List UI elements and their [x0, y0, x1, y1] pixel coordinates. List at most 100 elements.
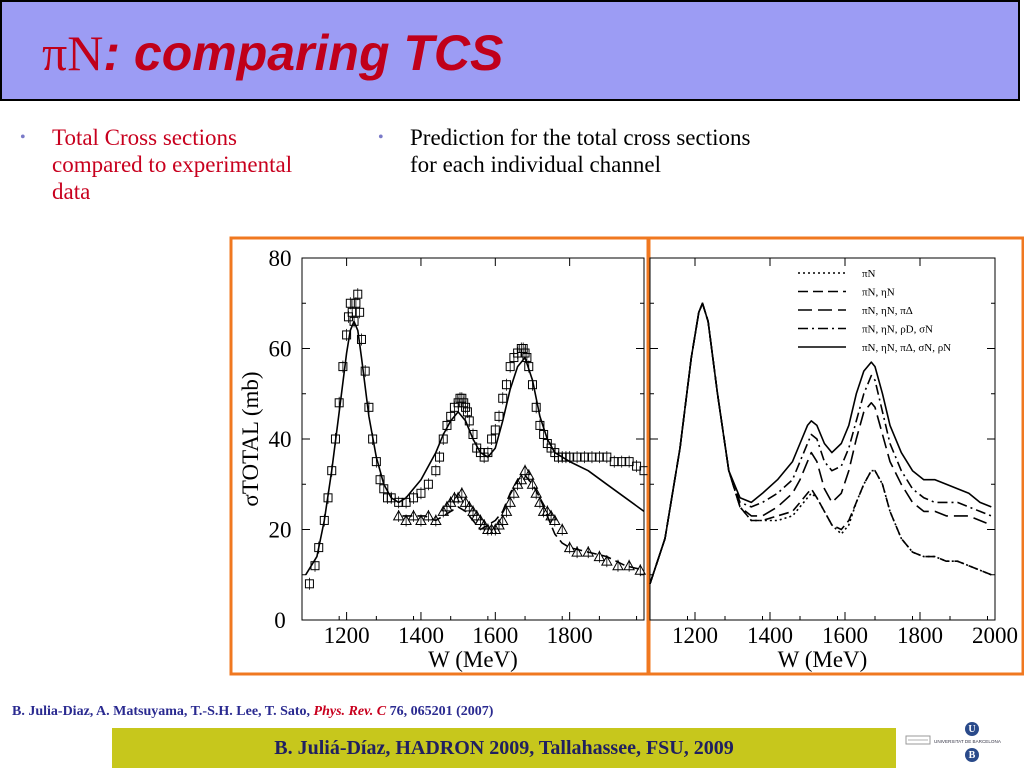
left-data-point-square	[442, 420, 452, 430]
left-data-point-square	[304, 579, 314, 589]
right-x-tick-label: 1200	[672, 623, 718, 648]
right-x-tick-label: 2000	[972, 623, 1018, 648]
bullet-dot: •	[20, 129, 26, 146]
left-data-point-square	[435, 452, 445, 462]
left-data-point-square	[394, 497, 404, 507]
left-data-point-triangle	[478, 518, 491, 530]
left-data-point-triangle	[556, 523, 569, 534]
left-data-point-square	[602, 452, 612, 462]
left-data-point-triangle	[634, 564, 647, 575]
left-data-point-square	[349, 316, 359, 326]
left-chart: 1200 1400 1600 1800 W (MeV) 0 20 40 60 80 σTOTAL (…	[229, 236, 650, 676]
left-data-point-square	[531, 402, 541, 412]
left-data-point-square	[356, 334, 366, 344]
left-series-line-0	[305, 320, 645, 576]
left-data-point-square	[539, 429, 549, 439]
left-data-point-triangle	[467, 505, 479, 516]
logo-graphic: UNIVERSITAT DE BARCELONA U B	[905, 722, 1002, 762]
left-data-point-triangle	[459, 496, 472, 507]
right-chart: 1200 1400 1600 1800 2000 W (MeV) πN πN, ηN πN, η…	[647, 236, 1024, 676]
left-data-point-square	[386, 493, 396, 503]
left-y-tick-label: 60	[269, 337, 292, 362]
university-logo: UNIVERSITAT DE BARCELONA U B	[904, 720, 1018, 764]
logo-letter-u: U	[968, 724, 975, 735]
left-data-point-triangle	[474, 514, 487, 525]
left-data-point-triangle	[526, 478, 539, 489]
left-data-point-square	[587, 452, 597, 462]
left-x-tick-label: 1800	[547, 623, 593, 648]
right-legend-label: πN, ηN, πΔ, σN, ρN	[862, 342, 951, 354]
left-data-point-square	[501, 380, 511, 390]
right-legend-label: πN, ηN, πΔ	[862, 305, 913, 317]
right-series-line-4	[649, 302, 992, 585]
left-data-point-square	[416, 488, 426, 498]
citation-authors: B. Julia-Diaz, A. Matsuyama, T.-S.H. Lee…	[12, 704, 314, 719]
slide-title: πN: comparing TCS	[42, 24, 503, 82]
left-data-point-square	[632, 461, 642, 471]
left-data-point-triangle	[530, 487, 543, 498]
left-data-point-triangle	[496, 514, 509, 525]
left-data-point-triangle	[500, 505, 513, 516]
title-text: : comparing TCS	[103, 25, 504, 81]
left-data-point-square	[355, 307, 365, 317]
logo-circle-b	[965, 748, 979, 762]
left-x-axis-label: W (MeV)	[428, 647, 518, 672]
left-data-point-square	[624, 457, 634, 467]
right-x-tick-label: 1800	[897, 623, 943, 648]
left-data-point-triangle	[455, 487, 468, 498]
right-x-tick-label: 1400	[747, 623, 793, 648]
left-data-point-square	[505, 362, 515, 372]
left-data-point-triangle	[392, 509, 405, 521]
left-x-tick-label: 1400	[398, 623, 444, 648]
left-data-point-square	[535, 420, 545, 430]
right-x-axis-label: W (MeV)	[778, 647, 868, 672]
left-data-point-triangle	[600, 555, 613, 566]
title-prefix: πN	[42, 25, 104, 81]
left-data-point-square	[617, 457, 627, 467]
right-legend-label: πN, ηN, ρD, σN	[862, 324, 933, 336]
left-data-point-square	[342, 330, 352, 340]
left-x-tick-label: 1200	[324, 623, 370, 648]
left-data-point-square	[338, 362, 348, 372]
left-data-point-triangle	[571, 546, 583, 557]
left-data-point-square	[360, 366, 370, 376]
bullet-dot: •	[378, 129, 384, 146]
left-data-point-triangle	[548, 514, 561, 525]
left-data-point-triangle	[508, 487, 520, 498]
logo-building	[905, 735, 931, 745]
logo-text: UNIVERSITAT DE BARCELONA	[934, 739, 1002, 744]
left-data-point-square	[594, 452, 604, 462]
footer-bar: B. Juliá-Díaz, HADRON 2009, Tallahassee,…	[112, 728, 896, 768]
logo-letter-b: B	[969, 750, 976, 761]
left-data-point-square	[353, 289, 363, 299]
left-y-tick-label: 40	[269, 427, 292, 452]
left-data-point-square	[351, 298, 361, 308]
right-x-tick-label: 1600	[822, 623, 868, 648]
citation-journal: Phys. Rev. C	[313, 704, 387, 719]
citation-volume: 76, 065201 (2007)	[386, 704, 494, 719]
left-data-point-triangle	[470, 509, 483, 521]
title-bar: πN: comparing TCS	[0, 0, 1020, 101]
footer-text: B. Juliá-Díaz, HADRON 2009, Tallahassee,…	[274, 737, 734, 759]
citation: B. Julia-Diaz, A. Matsuyama, T.-S.H. Lee…	[12, 704, 493, 720]
right-chart-frame	[647, 236, 1024, 676]
left-data-point-triangle	[623, 559, 635, 571]
left-data-point-triangle	[463, 500, 476, 512]
right-legend-label: πN, ηN	[862, 287, 895, 299]
left-data-point-square	[487, 434, 497, 444]
left-data-point-square	[431, 466, 441, 476]
left-y-axis-label: σTOTAL (mb)	[238, 371, 263, 506]
left-x-tick-label: 1600	[472, 623, 518, 648]
charts-area: 1200 1400 1600 1800 W (MeV) 0 20 40 60 80 σTOTAL (…	[229, 236, 1024, 676]
left-data-point-square	[572, 452, 582, 462]
left-data-point-triangle	[545, 509, 557, 521]
left-data-point-triangle	[582, 546, 595, 557]
left-data-point-triangle	[422, 509, 435, 521]
left-data-point-square	[498, 393, 508, 403]
left-data-point-triangle	[563, 541, 576, 553]
left-data-point-square	[609, 457, 619, 467]
right-legend-label: πN	[862, 268, 876, 280]
left-y-tick-label: 20	[269, 518, 292, 543]
left-data-point-square	[490, 425, 500, 435]
left-data-point-square	[461, 402, 471, 412]
